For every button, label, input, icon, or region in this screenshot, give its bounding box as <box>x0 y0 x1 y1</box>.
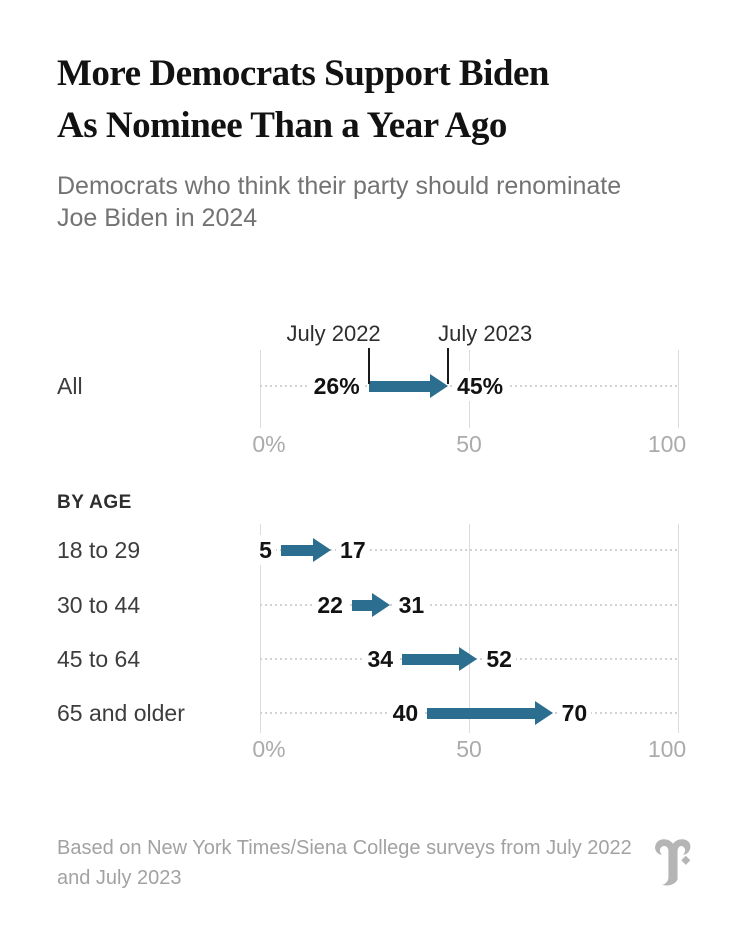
row-label: 45 to 64 <box>57 646 141 672</box>
axis-tick-label: 0% <box>252 431 286 457</box>
axis-tick-label: 50 <box>456 431 482 457</box>
row-label: 65 and older <box>57 700 185 726</box>
arrow-head <box>371 593 390 617</box>
start-value-text: 34 <box>363 644 398 674</box>
end-value-text: 17 <box>336 535 370 565</box>
change-arrow <box>427 701 553 725</box>
axis-tick-label: 50 <box>456 736 482 762</box>
end-value-label: 70 <box>557 698 718 728</box>
series-date-label-2023: July 2023 <box>438 321 533 346</box>
end-value-text: 31 <box>394 590 429 620</box>
pointer-line-end <box>447 348 450 384</box>
start-value-text: 26% <box>309 371 364 401</box>
change-arrow <box>402 647 478 671</box>
end-value-text: 70 <box>557 698 592 728</box>
source-note: Based on New York Times/Siena College su… <box>57 837 632 889</box>
start-value-text: 5 <box>255 535 276 565</box>
page-subtitle: Democrats who think their party should r… <box>57 172 622 232</box>
gridline <box>468 524 470 733</box>
change-arrow <box>368 374 449 398</box>
page-title: More Democrats Support Biden As Nominee … <box>57 53 549 146</box>
arrow-head <box>459 647 478 671</box>
gridline <box>259 524 261 733</box>
gridline <box>677 524 679 733</box>
arrow-head <box>313 538 332 562</box>
start-value-label: 5 <box>116 535 276 565</box>
start-value-label: 40 <box>262 698 423 728</box>
arrow-shaft <box>427 707 537 719</box>
arrow-head <box>430 374 449 398</box>
nyt-logo-icon <box>652 835 694 891</box>
row-leader-line <box>260 604 678 606</box>
gridline <box>677 350 679 428</box>
arrow-shaft <box>280 544 316 556</box>
row-label: 18 to 29 <box>57 537 141 563</box>
axis-tick-label: 100 <box>647 431 687 457</box>
arrow-shaft <box>351 599 374 611</box>
chart-section-label: BY AGE <box>57 492 132 513</box>
start-value-label: 26% <box>204 371 364 401</box>
end-value-text: 52 <box>482 644 516 674</box>
series-date-label-2022: July 2022 <box>286 321 381 346</box>
gridline <box>259 350 261 428</box>
start-value-text: 22 <box>313 590 347 620</box>
end-value-text: 45% <box>453 371 508 401</box>
row-label: All <box>57 373 83 399</box>
row-leader-line <box>260 549 678 551</box>
end-value-label: 52 <box>482 644 642 674</box>
end-value-label: 45% <box>453 371 613 401</box>
start-value-label: 22 <box>187 590 347 620</box>
arrow-shaft <box>402 653 462 665</box>
start-value-text: 40 <box>388 698 423 728</box>
change-arrow <box>351 593 390 617</box>
end-value-label: 31 <box>394 590 555 620</box>
pointer-line-start <box>367 348 370 384</box>
end-value-label: 17 <box>336 535 496 565</box>
row-label: 30 to 44 <box>57 592 141 618</box>
arrow-head <box>534 701 553 725</box>
start-value-label: 34 <box>237 644 398 674</box>
axis-tick-label: 0% <box>252 736 286 762</box>
axis-tick-label: 100 <box>647 736 687 762</box>
arrow-shaft <box>368 380 433 392</box>
change-arrow <box>280 538 332 562</box>
